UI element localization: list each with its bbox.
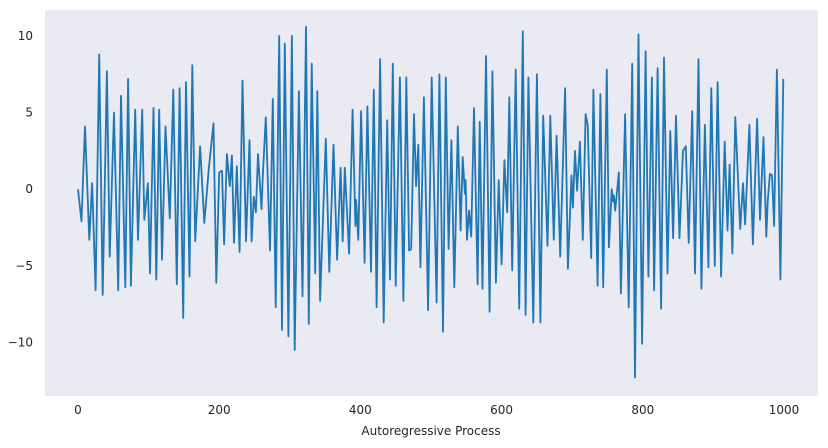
x-tick-label: 600: [490, 403, 513, 417]
y-tick-label: 0: [25, 182, 33, 196]
x-tick-label: 800: [631, 403, 654, 417]
x-tick-label: 1000: [769, 403, 800, 417]
x-axis: 0 200 400 600 800 1000: [74, 403, 799, 417]
y-tick-label: −10: [8, 335, 33, 349]
x-tick-label: 0: [74, 403, 82, 417]
x-tick-label: 200: [208, 403, 231, 417]
y-tick-label: 5: [25, 106, 33, 120]
series-line-ar-process: [77, 25, 785, 379]
x-axis-label: Autoregressive Process: [361, 424, 500, 438]
x-tick-label: 400: [349, 403, 372, 417]
y-axis: −10 −5 0 5 10: [8, 29, 33, 349]
y-tick-label: 10: [18, 29, 33, 43]
y-tick-label: −5: [15, 259, 33, 273]
